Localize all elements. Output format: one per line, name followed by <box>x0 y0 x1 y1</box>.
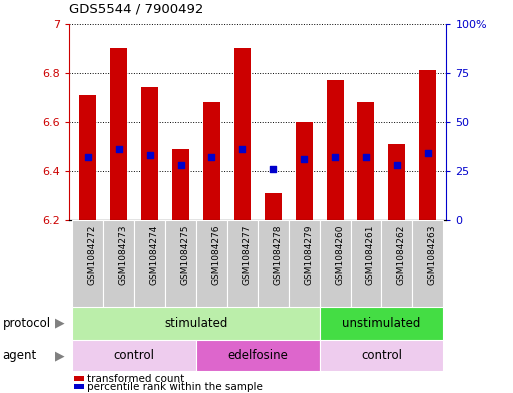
Bar <box>110 48 127 220</box>
Bar <box>289 220 320 307</box>
Bar <box>265 193 282 220</box>
Text: ▶: ▶ <box>54 317 64 330</box>
Bar <box>134 220 165 307</box>
Bar <box>234 48 251 220</box>
Point <box>300 156 308 162</box>
Bar <box>141 88 158 220</box>
Point <box>424 150 432 156</box>
Bar <box>320 340 443 371</box>
Bar <box>203 102 220 220</box>
Bar <box>165 220 196 307</box>
Text: control: control <box>114 349 154 362</box>
Text: GSM1084275: GSM1084275 <box>181 224 189 285</box>
Bar <box>80 95 96 220</box>
Text: GSM1084274: GSM1084274 <box>150 224 159 285</box>
Point <box>176 162 185 168</box>
Text: unstimulated: unstimulated <box>342 317 421 330</box>
Bar <box>227 220 258 307</box>
Point <box>207 154 215 160</box>
Bar <box>172 149 189 220</box>
Bar <box>196 340 320 371</box>
Text: stimulated: stimulated <box>164 317 228 330</box>
Bar <box>103 220 134 307</box>
Text: GSM1084260: GSM1084260 <box>335 224 344 285</box>
Bar <box>419 70 436 220</box>
Text: protocol: protocol <box>3 317 51 330</box>
Text: control: control <box>361 349 402 362</box>
Text: percentile rank within the sample: percentile rank within the sample <box>87 382 263 392</box>
Text: GSM1084276: GSM1084276 <box>211 224 221 285</box>
Text: GSM1084272: GSM1084272 <box>88 224 97 285</box>
Point <box>84 154 92 160</box>
Bar <box>258 220 289 307</box>
Point <box>393 162 401 168</box>
Bar <box>72 220 103 307</box>
Point <box>238 146 246 152</box>
Text: transformed count: transformed count <box>87 374 185 384</box>
Bar <box>358 102 374 220</box>
Text: GSM1084263: GSM1084263 <box>428 224 437 285</box>
Bar <box>72 307 320 340</box>
Bar <box>196 220 227 307</box>
Text: GSM1084278: GSM1084278 <box>273 224 282 285</box>
Text: agent: agent <box>3 349 37 362</box>
Text: edelfosine: edelfosine <box>227 349 288 362</box>
Text: GSM1084261: GSM1084261 <box>366 224 375 285</box>
Bar <box>388 144 405 220</box>
Text: GSM1084273: GSM1084273 <box>119 224 128 285</box>
Text: ▶: ▶ <box>54 349 64 362</box>
Bar <box>350 220 381 307</box>
Bar <box>381 220 412 307</box>
Point <box>114 146 123 152</box>
Bar <box>320 220 350 307</box>
Point <box>362 154 370 160</box>
Text: GSM1084262: GSM1084262 <box>397 224 406 285</box>
Text: GDS5544 / 7900492: GDS5544 / 7900492 <box>69 3 204 16</box>
Point <box>269 166 278 172</box>
Bar <box>412 220 443 307</box>
Text: GSM1084277: GSM1084277 <box>242 224 251 285</box>
Point <box>331 154 339 160</box>
Bar <box>295 122 312 220</box>
Bar <box>327 80 344 220</box>
Bar <box>72 340 196 371</box>
Text: GSM1084279: GSM1084279 <box>304 224 313 285</box>
Bar <box>320 307 443 340</box>
Point <box>146 152 154 158</box>
